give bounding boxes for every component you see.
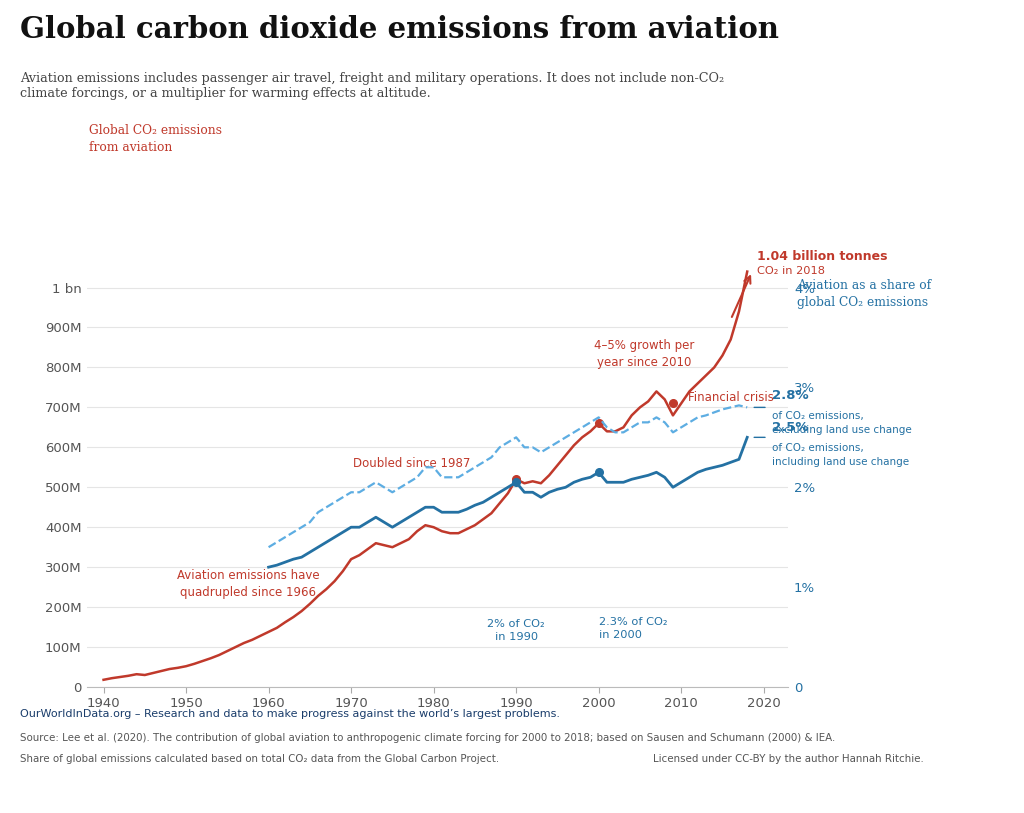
- Text: Aviation emissions includes passenger air travel, freight and military operation: Aviation emissions includes passenger ai…: [20, 72, 725, 99]
- Text: 2.5%: 2.5%: [772, 421, 809, 434]
- Text: 2.8%: 2.8%: [772, 389, 809, 402]
- Text: Doubled since 1987: Doubled since 1987: [353, 457, 471, 470]
- Text: Share of global emissions calculated based on total CO₂ data from the Global Car: Share of global emissions calculated bas…: [20, 754, 500, 764]
- Text: Financial crisis: Financial crisis: [688, 391, 774, 404]
- Text: Source: Lee et al. (2020). The contribution of global aviation to anthropogenic : Source: Lee et al. (2020). The contribut…: [20, 733, 836, 743]
- Text: Aviation emissions have
quadrupled since 1966: Aviation emissions have quadrupled since…: [177, 569, 319, 599]
- Text: including land use change: including land use change: [772, 457, 909, 467]
- Text: Global carbon dioxide emissions from aviation: Global carbon dioxide emissions from avi…: [20, 15, 779, 44]
- Text: 1.04 billion tonnes: 1.04 billion tonnes: [757, 250, 888, 263]
- Text: 4–5% growth per
year since 2010: 4–5% growth per year since 2010: [594, 340, 694, 369]
- Text: Global CO₂ emissions
from aviation: Global CO₂ emissions from aviation: [89, 124, 222, 154]
- Text: of CO₂ emissions,: of CO₂ emissions,: [772, 411, 863, 421]
- Text: of CO₂ emissions,: of CO₂ emissions,: [772, 443, 863, 454]
- Text: excluding land use change: excluding land use change: [772, 425, 911, 435]
- Text: Aviation as a share of
global CO₂ emissions: Aviation as a share of global CO₂ emissi…: [797, 279, 931, 309]
- Text: 2.3% of CO₂
in 2000: 2.3% of CO₂ in 2000: [599, 617, 668, 641]
- Text: in Data: in Data: [920, 64, 979, 78]
- Text: 2% of CO₂
in 1990: 2% of CO₂ in 1990: [487, 619, 545, 642]
- Text: Licensed under CC-BY by the author Hannah Ritchie.: Licensed under CC-BY by the author Hanna…: [653, 754, 924, 764]
- Text: OurWorldInData.org – Research and data to make progress against the world’s larg: OurWorldInData.org – Research and data t…: [20, 709, 560, 719]
- Text: Our World: Our World: [907, 33, 991, 46]
- Text: CO₂ in 2018: CO₂ in 2018: [757, 266, 825, 276]
